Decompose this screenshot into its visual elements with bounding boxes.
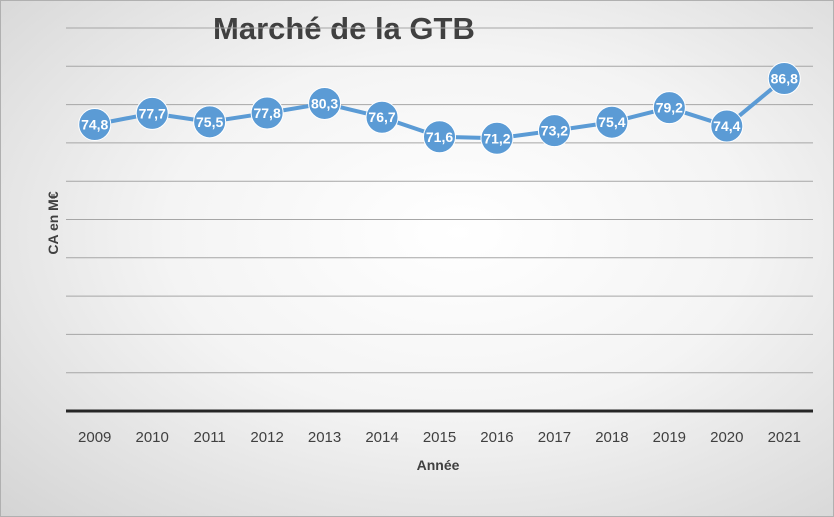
data-label: 71,2 <box>483 130 510 146</box>
data-label: 80,3 <box>311 95 338 111</box>
data-label: 77,8 <box>253 105 280 121</box>
data-point <box>480 121 514 155</box>
data-label: 86,8 <box>771 71 798 87</box>
x-tick-label: 2021 <box>768 429 801 446</box>
data-label: 71,6 <box>426 129 453 145</box>
x-tick-label: 2012 <box>250 429 283 446</box>
x-tick-label: 2020 <box>710 429 743 446</box>
data-label: 79,2 <box>656 100 683 116</box>
data-point <box>652 91 686 125</box>
data-label: 77,7 <box>139 105 166 121</box>
x-tick-label: 2010 <box>136 429 169 446</box>
x-tick-label: 2017 <box>538 429 571 446</box>
data-point <box>767 62 801 96</box>
data-point <box>308 86 342 120</box>
x-tick-label: 2018 <box>595 429 628 446</box>
data-point <box>537 114 571 148</box>
data-label: 75,4 <box>598 114 625 130</box>
series-line: 74,8 77,7 75,5 77,8 80,3 76,7 71,6 71,2 73,2 75,4… <box>78 62 801 155</box>
data-point <box>423 120 456 154</box>
data-label: 75,5 <box>196 114 223 130</box>
x-tick-label: 2019 <box>653 429 686 446</box>
x-tick-label: 2015 <box>423 429 456 446</box>
data-label: 73,2 <box>541 123 568 139</box>
x-axis: 2009 2010 2011 2012 2013 2014 2015 2016 2017 2018… <box>66 409 813 446</box>
data-label: 76,7 <box>368 109 395 125</box>
data-point <box>595 105 629 139</box>
gridlines <box>66 27 813 374</box>
data-point <box>78 108 112 142</box>
data-point <box>710 109 744 143</box>
x-tick-label: 2014 <box>365 429 398 446</box>
data-label: 74,8 <box>81 117 108 133</box>
data-point <box>193 105 227 139</box>
x-axis-label: Année <box>416 457 460 473</box>
data-point <box>365 100 399 134</box>
x-tick-label: 2016 <box>480 429 513 446</box>
data-point <box>135 96 169 130</box>
data-point <box>250 96 284 130</box>
x-tick-label: 2013 <box>308 429 341 446</box>
x-tick-label: 2009 <box>78 429 111 446</box>
x-tick-label: 2011 <box>194 429 226 446</box>
data-label: 74,4 <box>713 118 740 134</box>
